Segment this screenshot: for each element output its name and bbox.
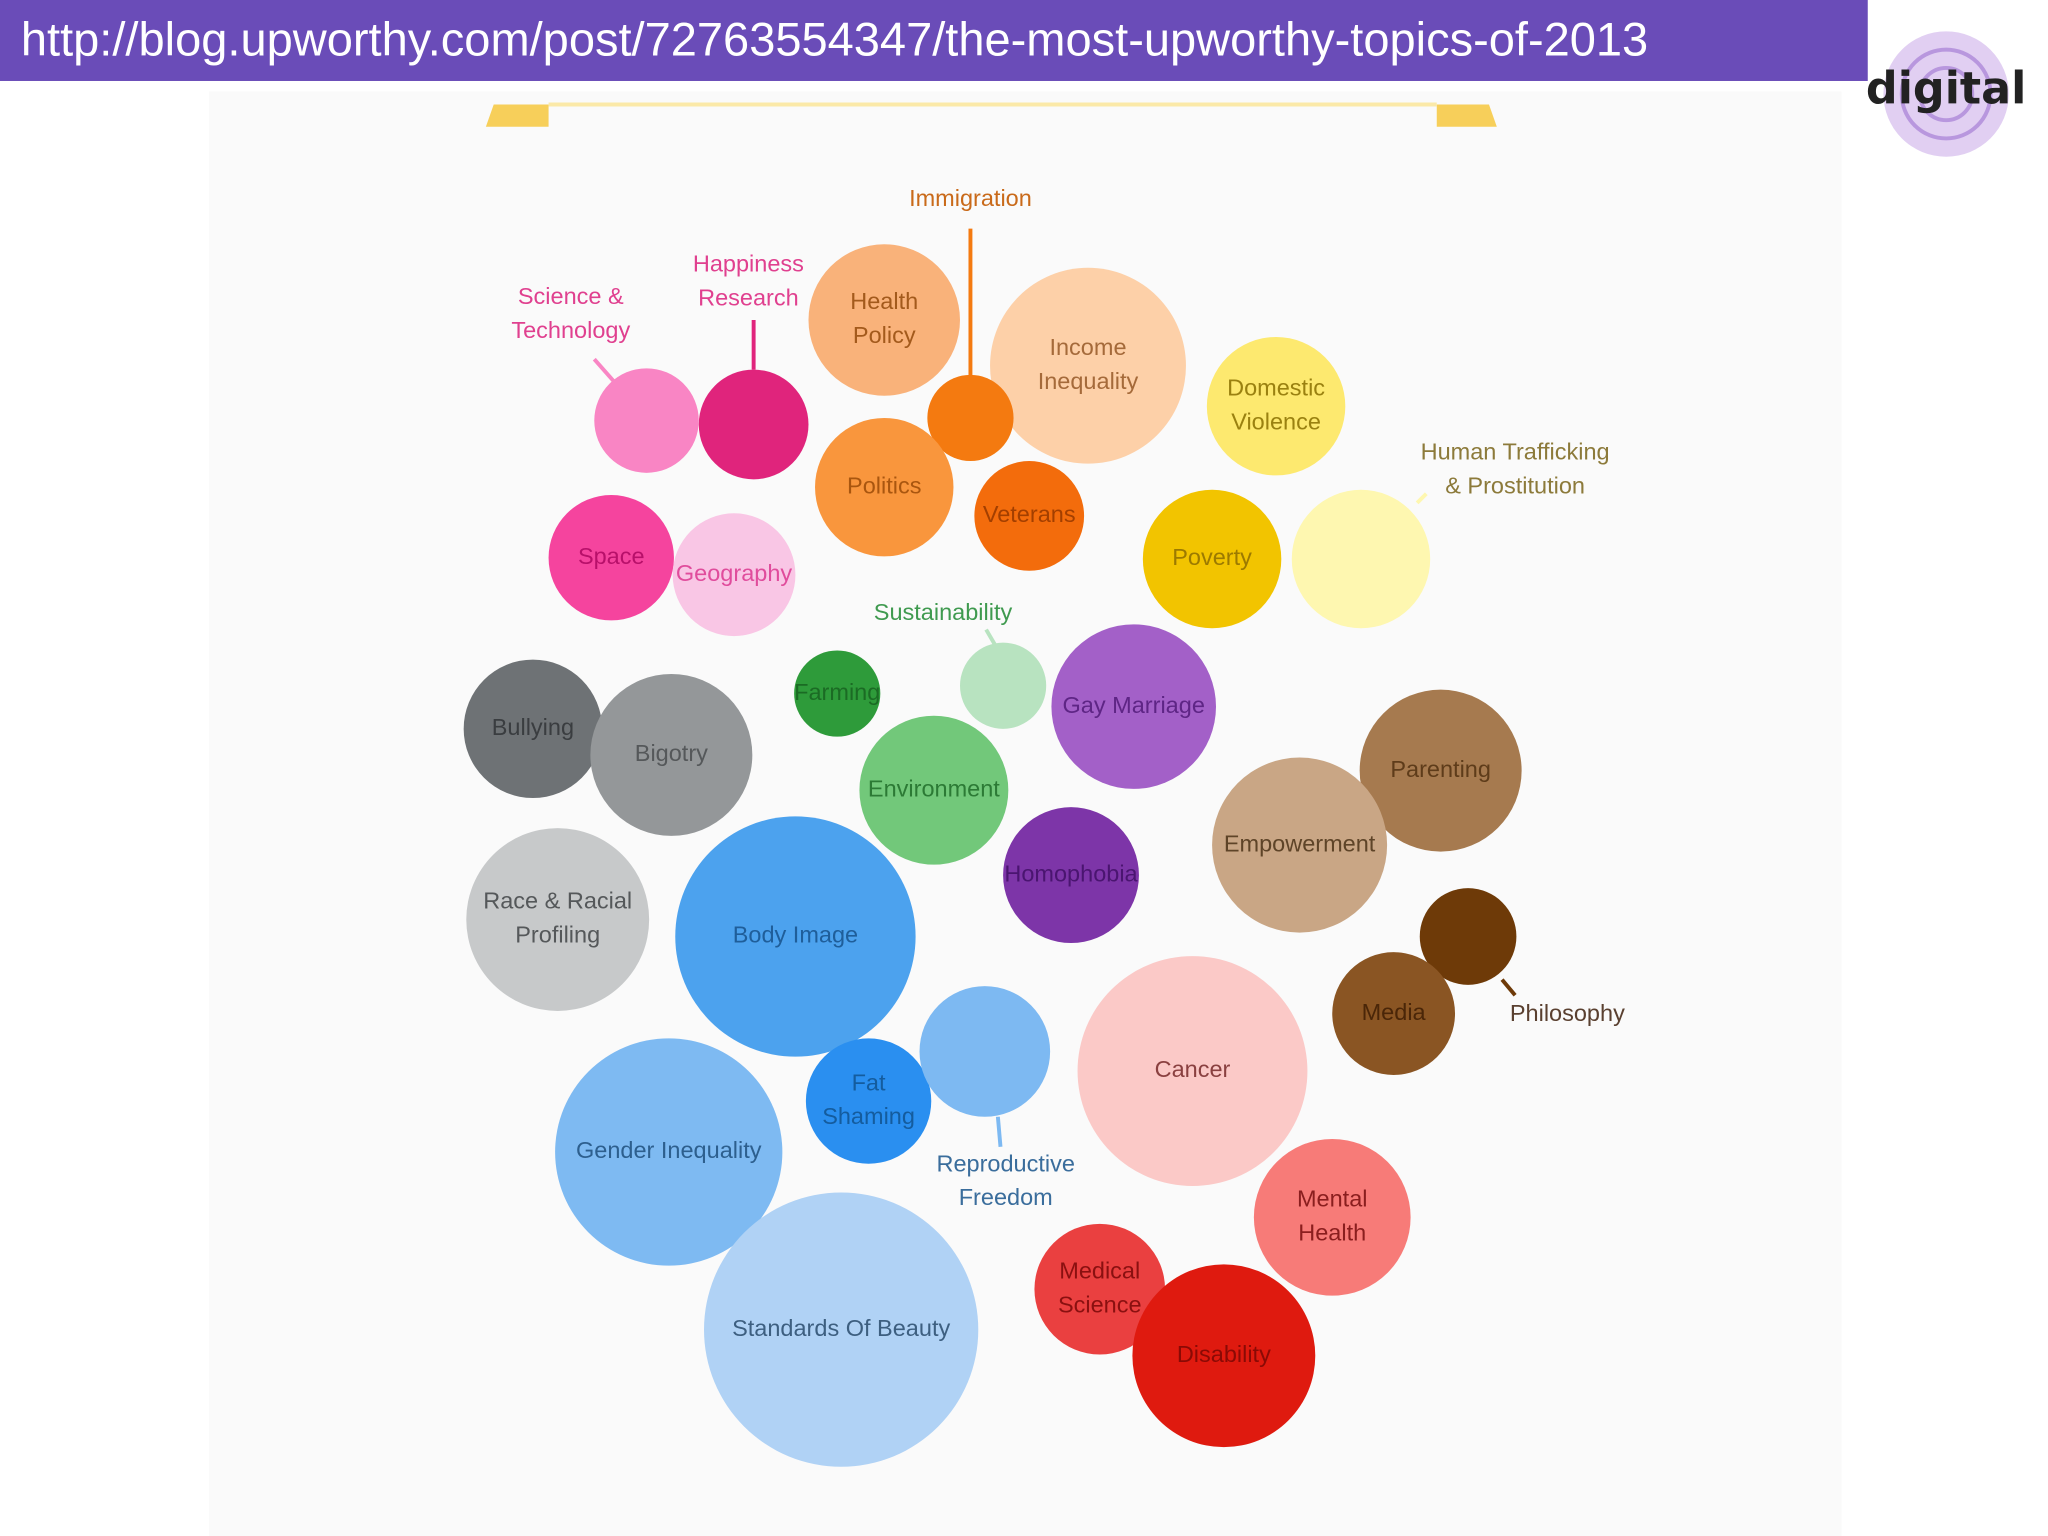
connector xyxy=(1415,492,1428,505)
bubble-label: Empowerment xyxy=(1224,830,1376,856)
bubble-label: Science xyxy=(1058,1291,1142,1317)
bubble-label: Poverty xyxy=(1172,544,1252,570)
bubble-label: Space xyxy=(578,543,645,569)
bubble-label: & Prostitution xyxy=(1445,472,1585,498)
bubble xyxy=(594,368,699,473)
banner-end xyxy=(485,104,549,127)
bubble-label: Policy xyxy=(853,322,916,348)
bubble-label: Medical xyxy=(1059,1257,1140,1283)
bubble xyxy=(1142,489,1282,629)
bubble xyxy=(672,513,796,637)
bubble xyxy=(698,369,809,480)
bubble xyxy=(1132,1264,1316,1448)
bubble-label: Gay Marriage xyxy=(1063,692,1205,718)
bubble-label: Health xyxy=(850,288,918,314)
bubble xyxy=(815,417,954,557)
bubble-label: Gender Inequality xyxy=(576,1137,762,1163)
bubble xyxy=(960,642,1047,729)
bubble-label: Domestic xyxy=(1227,374,1325,400)
bubble-label: Profiling xyxy=(515,922,600,948)
bubble xyxy=(1206,336,1346,476)
bubble xyxy=(466,828,650,1011)
bubble xyxy=(1253,1138,1411,1296)
bubble xyxy=(463,659,603,799)
bubble xyxy=(1003,807,1139,944)
logo-print xyxy=(1918,65,1975,123)
url: http://blog.upworthy.com/post/7276355434… xyxy=(21,13,1648,66)
bubble-label: Mental xyxy=(1297,1186,1368,1212)
connector xyxy=(995,1116,1003,1147)
bubble-label: Bullying xyxy=(492,714,574,740)
bubble-label: Veterans xyxy=(983,501,1076,527)
connector xyxy=(1500,978,1517,997)
logo: digital xyxy=(1866,31,2026,157)
bubble-label: Fat xyxy=(852,1069,886,1095)
bubble xyxy=(590,673,753,836)
bubble xyxy=(555,1038,783,1266)
bubble xyxy=(808,244,960,396)
bubble-label: Cancer xyxy=(1155,1056,1231,1082)
bubble-label: Farming xyxy=(794,679,880,705)
bubble xyxy=(1077,956,1308,1186)
bubble-label: Homophobia xyxy=(1004,860,1138,886)
bubble xyxy=(1051,624,1216,789)
bubble xyxy=(1332,952,1456,1075)
bubble-label: Inequality xyxy=(1038,368,1139,394)
connector xyxy=(984,628,997,647)
bubble-label: Health xyxy=(1298,1219,1366,1245)
bubble-chart: Health Policy Income Inequality Immigration P… xyxy=(463,185,1625,1467)
bubble xyxy=(1419,888,1517,985)
bubble xyxy=(1034,1223,1166,1355)
bubble-label: Violence xyxy=(1231,408,1321,434)
bubble xyxy=(990,267,1186,464)
bubble-label: Human Trafficking xyxy=(1421,438,1610,464)
bubble xyxy=(704,1192,979,1467)
bubble-label: Philosophy xyxy=(1510,1000,1625,1026)
bubble-label: Sustainability xyxy=(874,599,1013,625)
banner-end xyxy=(1436,104,1497,127)
bubble-label: Reproductive xyxy=(936,1150,1074,1176)
bubble-label: Geography xyxy=(676,560,793,586)
bubble-label: Happiness xyxy=(693,250,804,276)
bubble xyxy=(919,986,1051,1117)
bubble-label: Disability xyxy=(1177,1341,1271,1367)
bubble xyxy=(1212,757,1388,933)
bubble-label: Bigotry xyxy=(635,740,708,766)
bubble-label: Technology xyxy=(511,317,630,343)
bubble-label: Freedom xyxy=(959,1184,1053,1210)
bubble-label: Standards Of Beauty xyxy=(732,1315,950,1341)
bubble xyxy=(794,650,881,737)
url-bar xyxy=(0,0,1868,81)
bubble-label: Science & xyxy=(518,283,624,309)
bubble xyxy=(1291,489,1431,629)
bubble-label: Research xyxy=(698,284,799,310)
logo-text: digital xyxy=(1866,63,2026,114)
bubble xyxy=(974,461,1085,571)
bubble-label: Parenting xyxy=(1390,756,1491,782)
bubble xyxy=(675,816,916,1057)
bubble xyxy=(859,715,1009,865)
bubble-label: Environment xyxy=(868,775,1000,801)
bubble-label: Immigration xyxy=(909,185,1032,211)
bubble-label: Race & Racial xyxy=(483,888,632,914)
bubble xyxy=(927,374,1014,462)
connector xyxy=(592,357,616,383)
bubble xyxy=(1359,689,1522,852)
bubble xyxy=(548,495,674,621)
bubble-label: Body Image xyxy=(733,922,858,948)
bubble-label: Shaming xyxy=(822,1103,915,1129)
logo-print xyxy=(1899,47,1993,141)
bubble-label: Politics xyxy=(847,472,921,498)
bubble-label: Income xyxy=(1049,334,1126,360)
bubble xyxy=(805,1038,932,1164)
bubble-label: Media xyxy=(1362,999,1427,1025)
